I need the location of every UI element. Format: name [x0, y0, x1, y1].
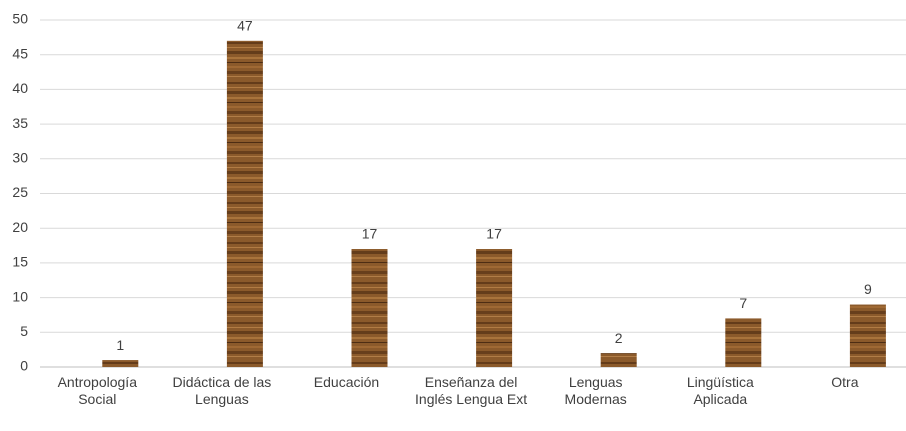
x-tick-label: Otra — [831, 374, 859, 390]
bar — [476, 249, 513, 367]
bar — [600, 353, 637, 367]
y-tick-label: 40 — [12, 80, 28, 96]
y-tick-label: 30 — [12, 150, 28, 166]
y-tick-label: 0 — [20, 358, 28, 374]
data-label: 47 — [237, 18, 253, 34]
y-tick-label: 10 — [12, 288, 28, 304]
data-label: 17 — [362, 226, 378, 242]
x-tick-label: Lenguas Modernas — [564, 374, 627, 407]
y-tick-label: 35 — [12, 115, 28, 131]
bar — [351, 249, 388, 367]
data-label: 9 — [864, 281, 872, 297]
y-tick-label: 25 — [12, 184, 28, 200]
bar — [725, 318, 762, 367]
y-tick-label: 50 — [12, 11, 28, 27]
y-tick-label: 45 — [12, 45, 28, 61]
y-tick-label: 5 — [20, 323, 28, 339]
x-tick-label: Enseñanza del Inglés Lengua Ext — [415, 374, 528, 407]
x-tick-label: Didáctica de las Lenguas — [172, 374, 272, 407]
x-tick-label: Lingüística Aplicada — [686, 374, 754, 407]
x-tick-label: Antropología Social — [57, 374, 137, 407]
x-tick-label: Educación — [313, 374, 380, 390]
bar — [102, 360, 139, 367]
y-tick-label: 20 — [12, 219, 28, 235]
data-label: 17 — [486, 226, 502, 242]
data-label: 7 — [739, 295, 747, 311]
y-tick-label: 15 — [12, 254, 28, 270]
bar — [226, 40, 263, 367]
data-label: 1 — [116, 337, 124, 353]
bar — [849, 304, 886, 367]
data-label: 2 — [615, 330, 623, 346]
